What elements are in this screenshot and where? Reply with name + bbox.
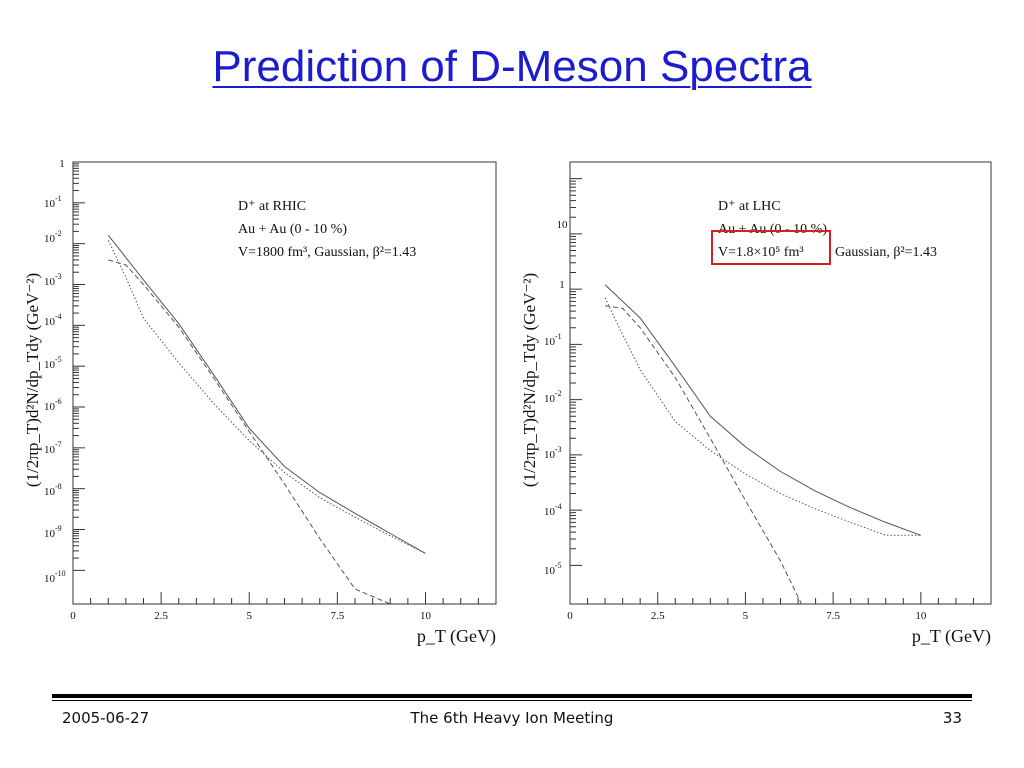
x-tick-label: 10: [420, 610, 432, 622]
x-tick-label: 0: [70, 610, 76, 622]
annotation-line3: V=1800 fm³, Gaussian, β²=1.43: [238, 245, 416, 260]
y-tick-label: 10-6: [44, 397, 62, 413]
x-tick-label: 2.5: [154, 610, 168, 622]
annotation-line3-volume: V=1.8×10⁵ fm³: [718, 245, 804, 260]
y-tick-label: 1: [559, 279, 565, 291]
x-tick-label: 5: [247, 610, 253, 622]
y-tick-label: 10-5: [544, 561, 562, 577]
series-dashed-line: [108, 259, 391, 605]
x-tick-label: 10: [915, 610, 927, 622]
y-tick-label: 10: [557, 219, 569, 231]
series-dotted-line: [107, 240, 426, 554]
x-tick-label: 5: [743, 610, 749, 622]
y-tick-label: 10-9: [44, 524, 62, 540]
y-tick-label: 10-2: [44, 229, 62, 245]
slide-title: Prediction of D-Meson Spectra: [212, 42, 812, 91]
annotation-line2: Au + Au (0 - 10 %): [238, 222, 347, 237]
footer-rule-thick: [52, 694, 972, 698]
series-solid-line: [107, 234, 426, 554]
footer-date: 2005-06-27: [62, 709, 150, 727]
footer-page-number: 33: [942, 709, 962, 727]
x-axis-label: p_T (GeV): [912, 626, 991, 647]
annotation-line1: D⁺ at RHIC: [238, 199, 306, 214]
y-tick-label: 10-1: [544, 332, 562, 348]
footer-title: The 6th Heavy Ion Meeting: [410, 709, 614, 727]
x-tick-label: 7.5: [331, 610, 345, 622]
footer-rule-thin: [52, 700, 972, 701]
y-axis-label: (1/2πp_T)d²N/dp_Tdy (GeV⁻²): [23, 273, 42, 487]
annotation-line3-rest: , Gaussian, β²=1.43: [828, 245, 937, 260]
chart-rhic-group: 0 2.5 5 7.5 10 1 10-1 10-2 10-3 10-4 10-5 10-6 10-7 1…: [23, 158, 497, 647]
y-tick-label: 10-4: [44, 312, 62, 328]
y-tick-label: 10-5: [44, 355, 62, 371]
series-dashed-line: [605, 305, 802, 605]
series-solid-line: [604, 284, 921, 536]
y-tick-label: 10-2: [544, 389, 562, 405]
y-tick-label: 1: [59, 158, 65, 170]
annotation-line1: D⁺ at LHC: [718, 199, 781, 214]
y-tick-label: 10-7: [44, 440, 62, 456]
annotation-line2: Au + Au (0 - 10 %): [718, 222, 827, 237]
y-tick-label: 10-4: [544, 502, 562, 518]
x-tick-label: 2.5: [651, 610, 665, 622]
chart-lhc-group: 0 2.5 5 7.5 10 10 1 10-1 10-2 10-3 10-4 10-5 (1/2πp_…: [520, 161, 992, 647]
y-axis-label: (1/2πp_T)d²N/dp_Tdy (GeV⁻²): [520, 273, 539, 487]
y-tick-label: 10-3: [544, 445, 562, 461]
x-tick-label: 7.5: [826, 610, 840, 622]
series-dotted-line: [604, 297, 921, 536]
y-tick-label: 10-10: [44, 569, 66, 585]
y-tick-label: 10-8: [44, 482, 62, 498]
y-tick-label: 10-1: [44, 194, 62, 210]
x-tick-label: 0: [567, 610, 573, 622]
y-tick-label: 10-3: [44, 272, 62, 288]
highlight-box: [711, 230, 831, 265]
x-axis-label: p_T (GeV): [417, 626, 496, 647]
